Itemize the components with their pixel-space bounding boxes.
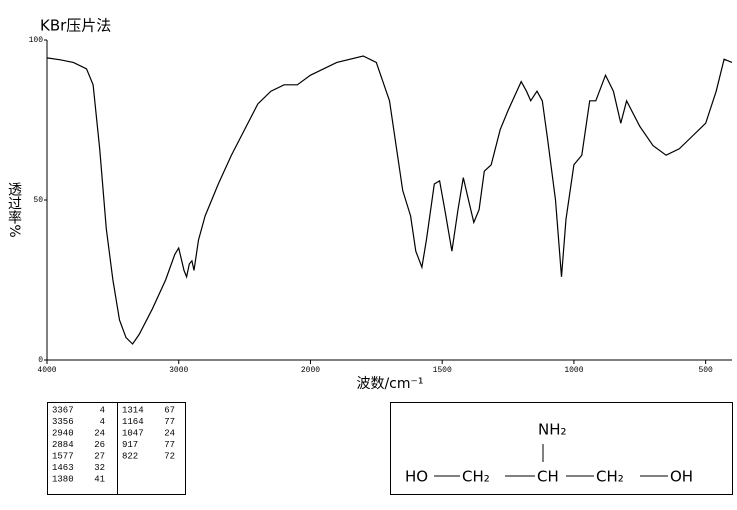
- y-tick-label: 100: [29, 36, 44, 45]
- x-tick-label: 1500: [433, 366, 452, 375]
- group: CH₂: [596, 468, 624, 486]
- y-axis-label: 透过率%: [6, 182, 22, 237]
- structure-frame: [390, 402, 733, 495]
- group: HO: [405, 468, 428, 486]
- x-tick-label: 500: [698, 366, 713, 375]
- peak-transmittance: 67: [164, 405, 175, 415]
- x-tick-label: 2000: [301, 366, 320, 375]
- peak-wavenumber: 1380: [52, 474, 74, 484]
- peak-wavenumber: 822: [122, 451, 138, 461]
- peak-wavenumber: 1577: [52, 451, 74, 461]
- peak-wavenumber: 1314: [122, 405, 144, 415]
- peak-transmittance: 26: [94, 440, 105, 450]
- group: CH₂: [462, 468, 490, 486]
- peak-transmittance: 77: [164, 440, 175, 450]
- peak-wavenumber: 1047: [122, 428, 144, 438]
- x-tick-label: 4000: [37, 366, 56, 375]
- peak-transmittance: 27: [94, 451, 105, 461]
- group: CH: [537, 468, 559, 486]
- peak-transmittance: 72: [164, 451, 175, 461]
- peak-wavenumber: 3367: [52, 405, 74, 415]
- peak-wavenumber: 1164: [122, 417, 144, 427]
- peak-wavenumber: 2940: [52, 428, 74, 438]
- peak-wavenumber: 3356: [52, 417, 74, 427]
- peak-transmittance: 32: [94, 463, 105, 473]
- peak-transmittance: 41: [94, 474, 105, 484]
- peak-wavenumber: 1463: [52, 463, 74, 473]
- substituent: NH₂: [538, 421, 567, 439]
- peak-transmittance: 24: [94, 428, 105, 438]
- table-frame: [47, 402, 186, 495]
- x-tick-label: 1000: [564, 366, 583, 375]
- peak-transmittance: 77: [164, 417, 175, 427]
- y-tick-label: 0: [38, 356, 43, 365]
- x-axis-label: 波数/cm⁻¹: [356, 376, 423, 392]
- peak-wavenumber: 2884: [52, 440, 74, 450]
- peak-transmittance: 4: [100, 405, 105, 415]
- y-tick-label: 50: [33, 196, 43, 205]
- peak-transmittance: 24: [164, 428, 175, 438]
- spectrum-line: [46, 55, 733, 345]
- group: OH: [670, 468, 693, 486]
- peak-transmittance: 4: [100, 417, 105, 427]
- chart-title: KBr压片法: [40, 17, 111, 35]
- peak-wavenumber: 917: [122, 440, 138, 450]
- x-tick-label: 3000: [169, 366, 188, 375]
